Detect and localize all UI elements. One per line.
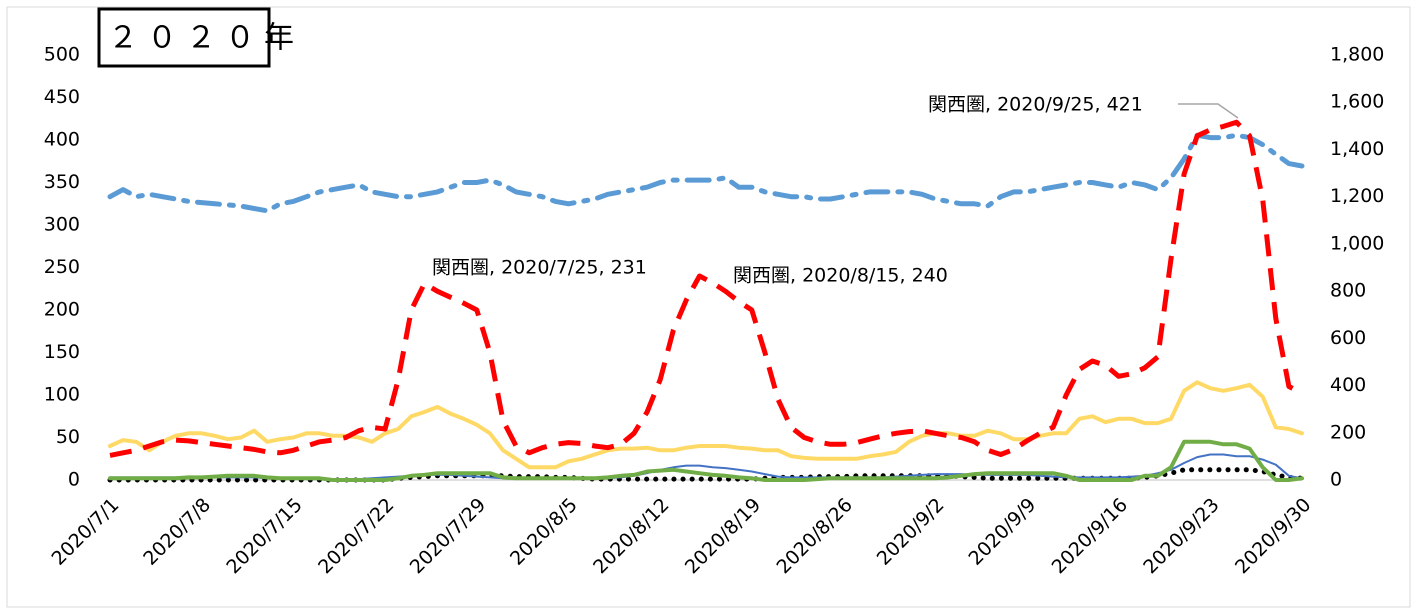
x-tick-label: 2020/7/1 bbox=[48, 494, 124, 570]
annotation-leader bbox=[1178, 103, 1239, 119]
series-line bbox=[108, 439, 1304, 482]
annotation: 関西圏, 2020/9/25, 421 bbox=[928, 94, 1143, 116]
x-tick-label: 2020/8/5 bbox=[506, 494, 582, 570]
title-box bbox=[97, 7, 271, 68]
y2-tick-label: 600 bbox=[1330, 327, 1366, 349]
chart-border bbox=[6, 6, 1411, 608]
y2-tick-label: 0 bbox=[1330, 469, 1342, 491]
y-tick-label: 0 bbox=[68, 469, 80, 491]
x-tick-label: 2020/7/22 bbox=[314, 494, 398, 578]
series-line bbox=[107, 132, 1305, 214]
x-tick-label: 2020/9/9 bbox=[964, 494, 1040, 570]
y-tick-label: 200 bbox=[44, 299, 80, 321]
y-tick-label: 400 bbox=[44, 129, 80, 151]
y-tick-label: 450 bbox=[44, 86, 80, 108]
y2-tick-label: 1,800 bbox=[1330, 44, 1384, 66]
x-tick-label: 2020/8/26 bbox=[773, 494, 857, 578]
y-tick-label: 300 bbox=[44, 214, 80, 236]
x-tick-label: 2020/9/23 bbox=[1139, 494, 1223, 578]
y-tick-label: 150 bbox=[44, 341, 80, 363]
series-line bbox=[109, 119, 1304, 458]
y-tick-label: 50 bbox=[56, 426, 80, 448]
y2-tick-label: 1,200 bbox=[1330, 185, 1384, 207]
y2-tick-label: 200 bbox=[1330, 421, 1366, 443]
y2-tick-label: 400 bbox=[1330, 374, 1366, 396]
annotation: 関西圏, 2020/8/15, 240 bbox=[733, 265, 948, 287]
y2-tick-label: 1,400 bbox=[1330, 138, 1384, 160]
x-tick-label: 2020/8/12 bbox=[589, 494, 673, 578]
x-tick-label: 2020/7/15 bbox=[222, 494, 306, 578]
x-tick-label: 2020/9/2 bbox=[873, 494, 949, 570]
y2-tick-label: 1,000 bbox=[1330, 232, 1384, 254]
y-tick-label: 350 bbox=[44, 171, 80, 193]
x-tick-label: 2020/8/19 bbox=[681, 494, 765, 578]
y-tick-label: 250 bbox=[44, 256, 80, 278]
y-tick-label: 100 bbox=[44, 384, 80, 406]
series-line bbox=[108, 380, 1304, 470]
y2-tick-label: 800 bbox=[1330, 280, 1366, 302]
x-tick-label: 2020/7/8 bbox=[139, 494, 215, 570]
x-tick-label: 2020/9/16 bbox=[1048, 494, 1132, 578]
x-tick-label: 2020/9/30 bbox=[1231, 494, 1315, 578]
y-tick-label: 500 bbox=[44, 44, 80, 66]
x-tick-label: 2020/7/29 bbox=[406, 494, 490, 578]
y2-tick-label: 1,600 bbox=[1330, 91, 1384, 113]
annotation: 関西圏, 2020/7/25, 231 bbox=[432, 257, 647, 279]
chart-title: ２０２０年 bbox=[108, 21, 303, 56]
